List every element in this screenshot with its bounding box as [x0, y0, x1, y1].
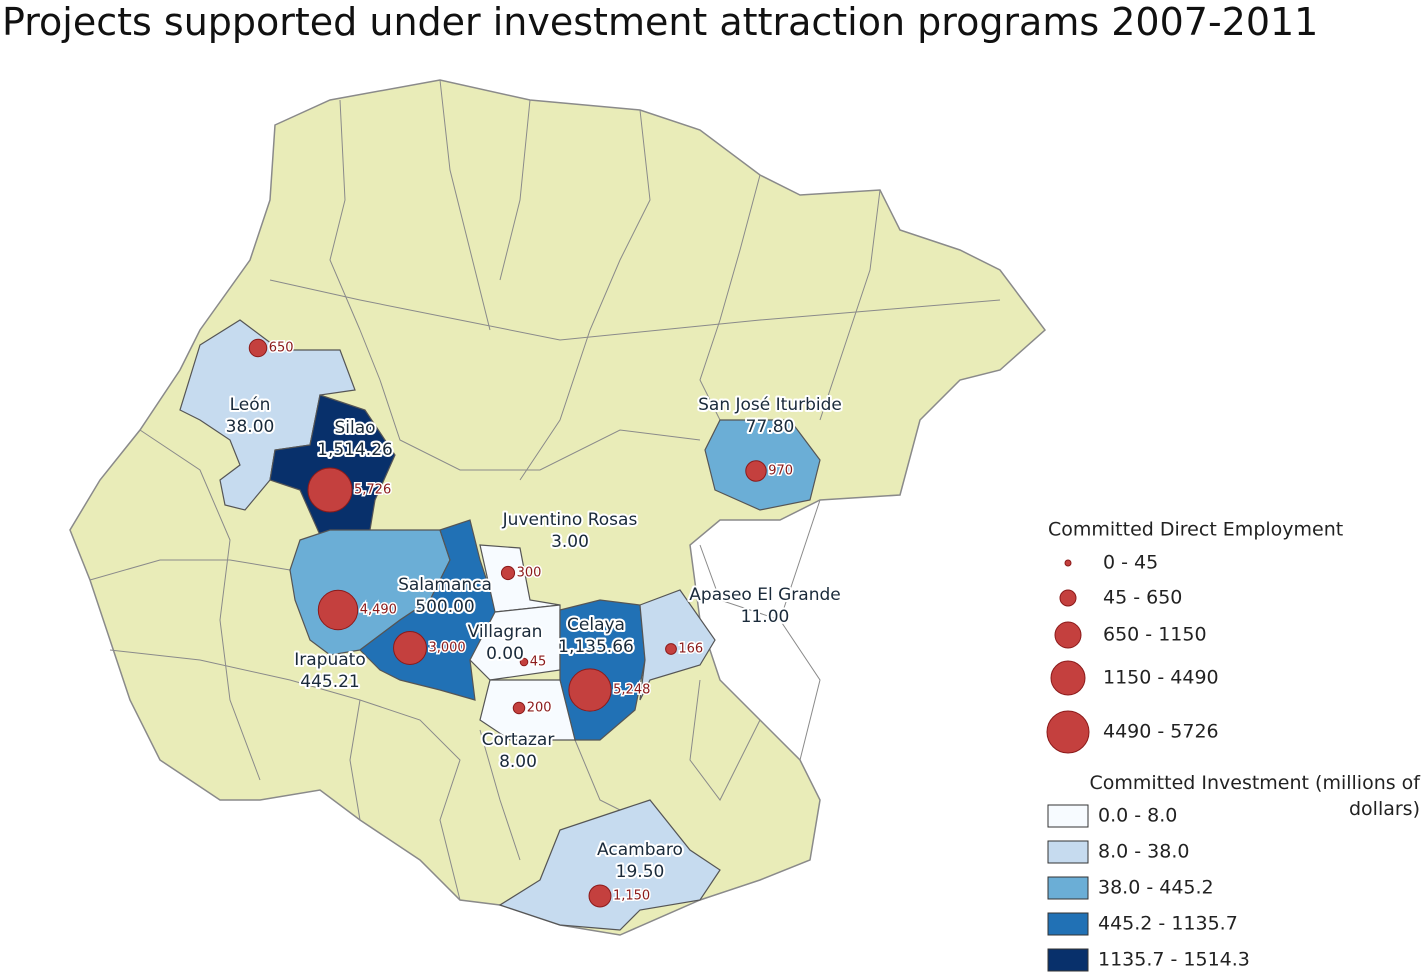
legend-label: 650 - 1150: [1103, 624, 1207, 646]
employment-legend-title: Committed Direct Employment: [1048, 519, 1343, 541]
municipality-name: Celaya: [567, 615, 625, 635]
municipality-name: Apaseo El Grande: [689, 585, 840, 605]
legend-swatch: [1047, 804, 1089, 828]
legend-label: 8.0 - 38.0: [1098, 841, 1189, 863]
legend-label: 1150 - 4490: [1103, 667, 1219, 689]
employment-label: 650: [269, 341, 294, 356]
employment-label: 5,726: [354, 483, 391, 498]
employment-bubble: [665, 643, 677, 655]
municipal-borders: [89, 79, 1001, 901]
acambaro-polygon: [498, 799, 721, 931]
investment-legend-title: Committed Investment (millions of dollar…: [1089, 772, 1421, 820]
villagran-polygon: [469, 604, 561, 681]
employment-label: 1,150: [613, 889, 650, 904]
employment-bubble: [500, 565, 516, 581]
employment-label: 5,248: [613, 683, 650, 698]
legend-bubble: [1064, 559, 1072, 567]
municipality-name: Salamanca: [398, 575, 492, 595]
legend-label: 445.2 - 1135.7: [1098, 913, 1238, 935]
employment-bubble: [588, 884, 612, 908]
employment-bubble: [745, 460, 767, 482]
employment-bubble: [568, 668, 612, 712]
legend-label: 0.0 - 8.0: [1098, 805, 1177, 827]
state-outline: [69, 79, 1047, 936]
legend-label: 0 - 45: [1103, 552, 1158, 574]
municipality-name: Cortazar: [482, 730, 555, 750]
employment-bubble: [512, 701, 526, 715]
municipality-name: Juventino Rosas: [502, 510, 638, 530]
employment-label: 4,490: [360, 603, 397, 618]
legend-swatch: [1047, 876, 1089, 900]
employment-label: 45: [530, 655, 547, 670]
legend-bubble: [1054, 621, 1082, 649]
legend-label: 4490 - 5726: [1103, 721, 1219, 743]
cortazar-polygon: [479, 679, 576, 741]
legend-label: 38.0 - 445.2: [1098, 877, 1214, 899]
employment-bubble: [317, 589, 359, 631]
legend-bubble: [1046, 710, 1090, 754]
investment-label: 77.80: [746, 417, 795, 437]
legend-swatch: [1047, 948, 1089, 972]
investment-label: 38.00: [226, 417, 275, 437]
employment-label: 3,000: [428, 641, 465, 656]
apaseo-polygon: [639, 589, 716, 701]
investment-label: 445.21: [300, 672, 359, 692]
employment-label: 300: [517, 566, 542, 581]
employment-bubble: [307, 467, 353, 513]
investment-label: 0.00: [486, 644, 524, 664]
employment-label: 166: [678, 642, 703, 657]
juventino-polygon: [479, 544, 561, 613]
municipality-name: Acambaro: [597, 840, 683, 860]
investment-label: 11.00: [741, 607, 790, 627]
employment-bubble: [248, 338, 268, 358]
investment-label: 3.00: [551, 532, 589, 552]
municipality-name: San José Iturbide: [698, 395, 842, 415]
investment-label: 500.00: [415, 597, 474, 617]
legend-swatch: [1047, 840, 1089, 864]
municipality-name: Villagran: [468, 622, 543, 642]
legend-label: 45 - 650: [1103, 587, 1182, 609]
legend-swatch: [1047, 912, 1089, 936]
investment-label: 1,514.26: [317, 440, 393, 460]
employment-bubble: [519, 657, 529, 667]
municipality-name: León: [230, 395, 271, 415]
municipality-name: Irapuato: [294, 650, 365, 670]
investment-label: 8.00: [499, 752, 537, 772]
legend-bubble: [1050, 660, 1086, 696]
title: Projects supported under investment attr…: [2, 0, 1319, 44]
municipality-name: Silao: [334, 418, 375, 438]
legend-label: 1135.7 - 1514.3: [1098, 949, 1250, 971]
legend-bubble: [1059, 589, 1077, 607]
employment-label: 970: [768, 464, 793, 479]
employment-bubble: [393, 631, 427, 665]
investment-label: 19.50: [616, 862, 665, 882]
employment-label: 200: [527, 701, 552, 716]
investment-label: 1,135.66: [558, 637, 634, 657]
